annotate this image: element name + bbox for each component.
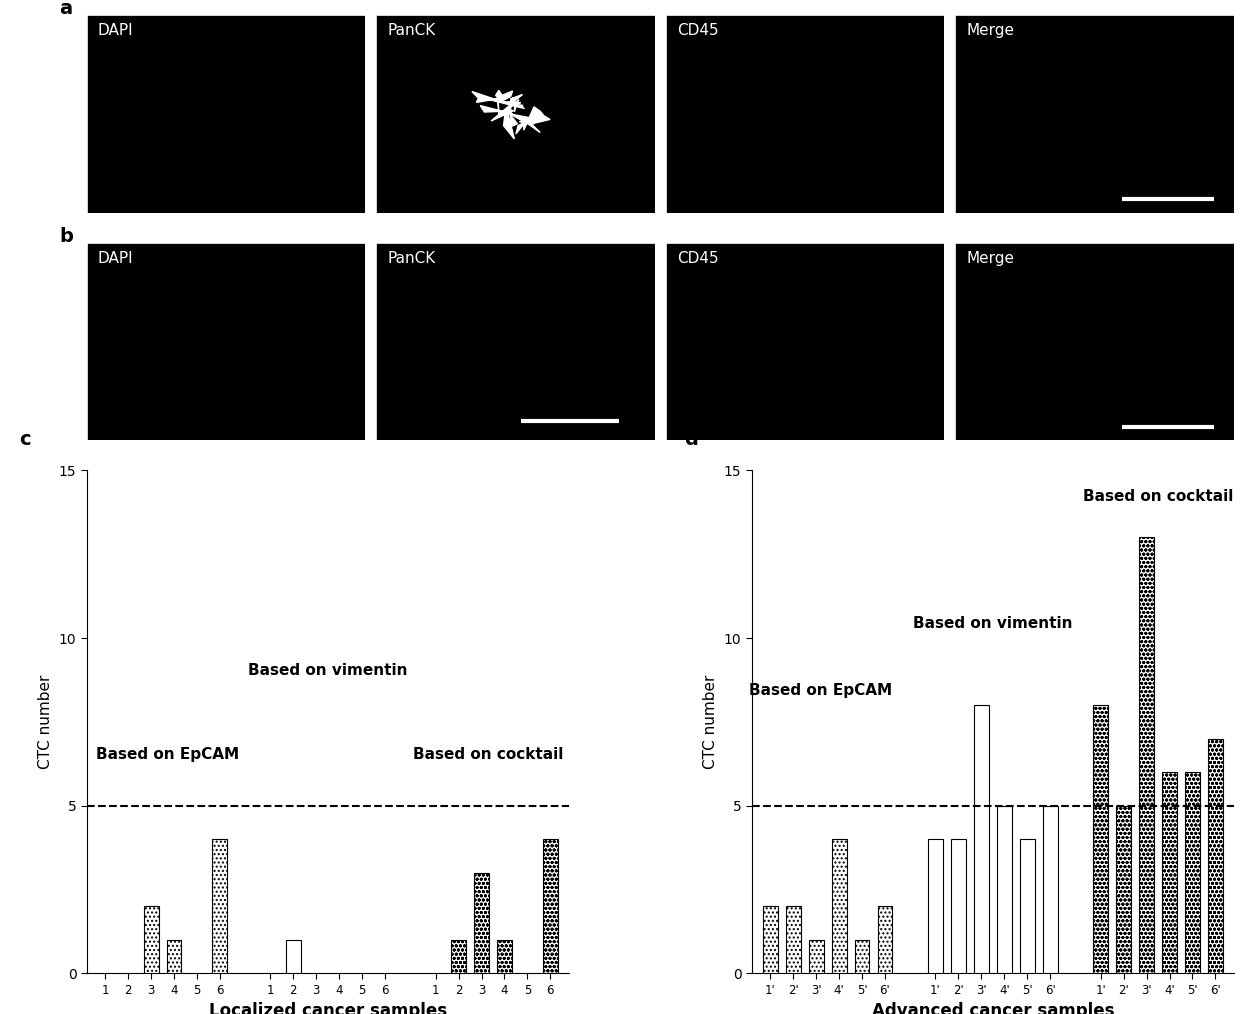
Bar	[786, 907, 801, 973]
Bar	[1185, 773, 1200, 973]
Bar	[543, 840, 558, 973]
Text: CD45: CD45	[677, 250, 719, 266]
Bar	[1208, 738, 1223, 973]
X-axis label: Advanced cancer samples: Advanced cancer samples	[872, 1003, 1114, 1014]
Bar	[808, 940, 823, 973]
Bar	[763, 907, 777, 973]
Bar	[1116, 806, 1131, 973]
Bar	[1019, 840, 1034, 973]
Text: c: c	[20, 430, 31, 449]
Bar	[854, 940, 869, 973]
Bar	[832, 840, 847, 973]
Polygon shape	[480, 94, 533, 139]
Bar	[144, 907, 159, 973]
Bar	[997, 806, 1012, 973]
Bar	[286, 940, 301, 973]
Text: DAPI: DAPI	[98, 23, 134, 39]
Text: Based on cocktail: Based on cocktail	[413, 747, 564, 763]
Text: Based on vimentin: Based on vimentin	[248, 663, 408, 678]
Bar	[212, 840, 227, 973]
Text: Based on vimentin: Based on vimentin	[913, 617, 1073, 632]
Y-axis label: CTC number: CTC number	[38, 674, 53, 769]
Bar	[1043, 806, 1058, 973]
Bar	[166, 940, 181, 973]
Text: DAPI: DAPI	[98, 250, 134, 266]
Text: CD45: CD45	[677, 23, 719, 39]
X-axis label: Localized cancer samples: Localized cancer samples	[208, 1003, 446, 1014]
Polygon shape	[505, 97, 523, 112]
Bar	[928, 840, 942, 973]
Bar	[1140, 537, 1154, 973]
Text: Merge: Merge	[966, 23, 1014, 39]
Text: a: a	[60, 0, 72, 18]
Text: d: d	[684, 430, 698, 449]
Bar	[973, 705, 988, 973]
Text: Based on cocktail: Based on cocktail	[1083, 489, 1234, 504]
Bar	[497, 940, 512, 973]
Bar	[1094, 705, 1109, 973]
Polygon shape	[472, 90, 525, 116]
Text: Merge: Merge	[966, 250, 1014, 266]
Text: PanCK: PanCK	[387, 250, 435, 266]
Text: b: b	[60, 227, 73, 246]
Y-axis label: CTC number: CTC number	[703, 674, 718, 769]
Bar	[474, 873, 489, 973]
Bar	[451, 940, 466, 973]
Text: Based on EpCAM: Based on EpCAM	[95, 747, 238, 763]
Text: PanCK: PanCK	[387, 23, 435, 39]
Polygon shape	[507, 106, 551, 134]
Bar	[1162, 773, 1177, 973]
Bar	[878, 907, 893, 973]
Bar	[951, 840, 966, 973]
Text: Based on EpCAM: Based on EpCAM	[749, 683, 893, 699]
